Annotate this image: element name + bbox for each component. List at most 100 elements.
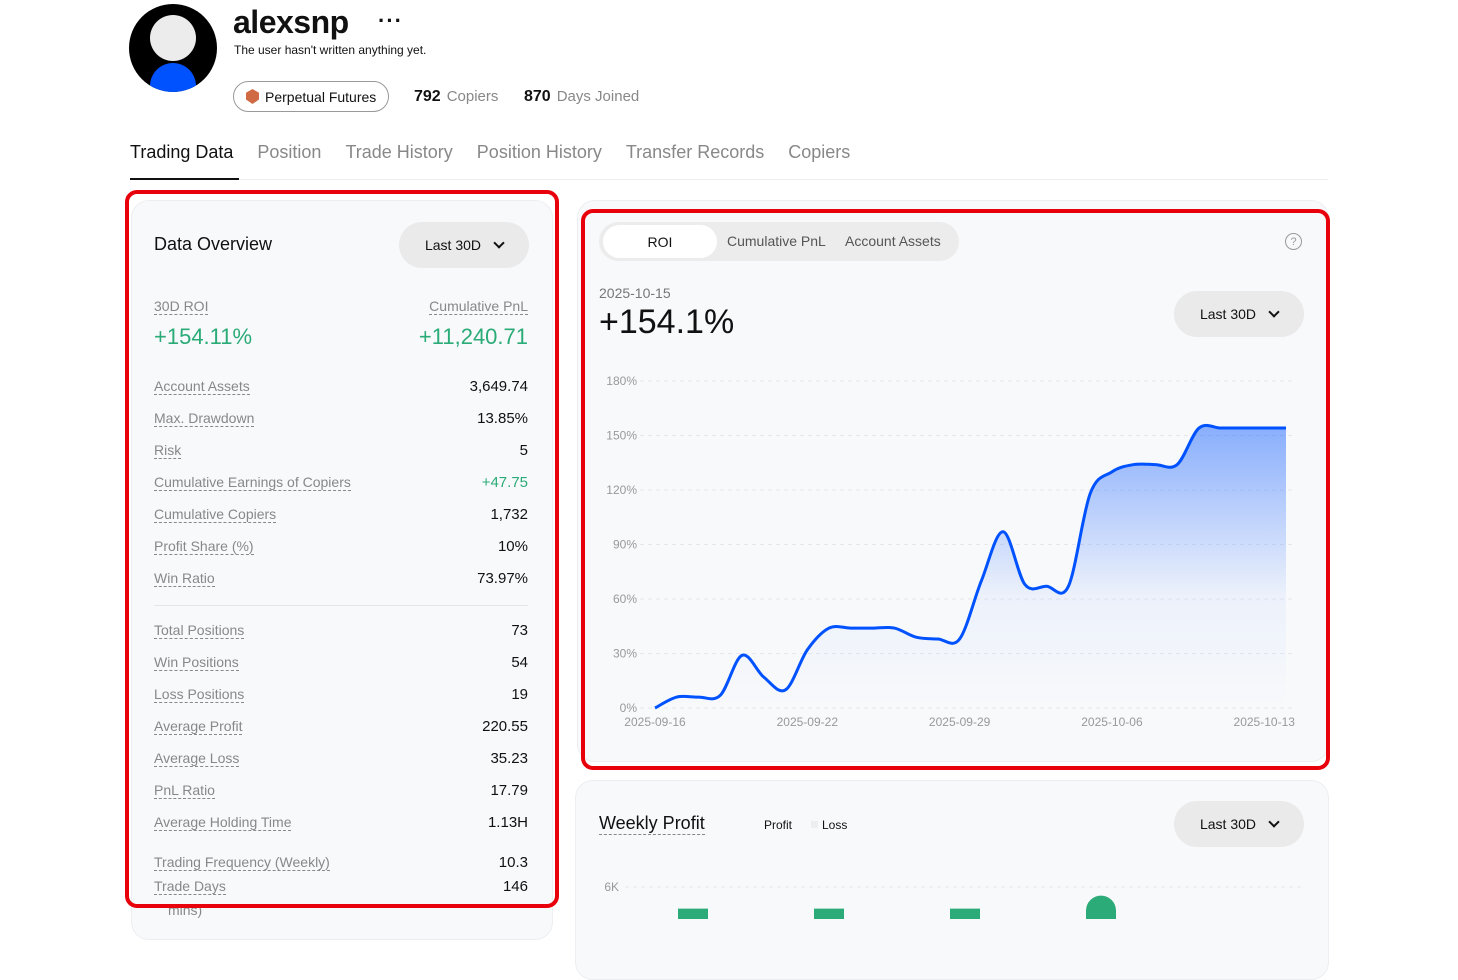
ellipsis-icon[interactable]: ··· <box>378 8 403 33</box>
stat-label: Loss Positions <box>154 686 245 703</box>
stat-label: Win Ratio <box>154 570 215 587</box>
tab-cumulative-pnl[interactable]: Cumulative PnL <box>727 233 826 249</box>
y-tick-label: 30% <box>613 647 637 661</box>
divider <box>154 605 528 606</box>
roi-area <box>655 425 1286 708</box>
tab-position[interactable]: Position <box>257 142 322 162</box>
stat-row: Trading Frequency (Weekly) 10.3 <box>154 854 528 871</box>
stat-row: Win Positions 54 <box>154 654 528 671</box>
weekly-title: Weekly Profit <box>599 813 705 835</box>
stat-row: Cumulative Copiers 1,732 <box>154 506 528 523</box>
divider <box>130 179 1328 180</box>
profit-bar <box>1086 895 1116 919</box>
x-tick-label: 2025-09-22 <box>777 715 839 729</box>
roi-chart: 0% 30% 60% 90% 120% 150% 180% 2025-09-16 2025-09… <box>606 374 1296 729</box>
weekly-period-dropdown[interactable]: Last 30D <box>1174 801 1304 847</box>
avatar <box>129 4 217 92</box>
stat-label: Profit Share (%) <box>154 538 254 555</box>
stat-label: Average Loss <box>154 750 240 767</box>
stat-value: 73 <box>511 622 528 639</box>
legend-loss: Loss <box>822 818 848 832</box>
stat-value: 19 <box>511 686 528 703</box>
active-tab-indicator <box>130 178 239 180</box>
days-joined-stat: 870 Days Joined <box>524 88 640 105</box>
stat-row: Max. Drawdown 13.85% <box>154 410 528 427</box>
stat-value: 1.13H <box>487 814 528 831</box>
overview-title: Data Overview <box>154 234 273 254</box>
data-overview-card <box>131 200 553 940</box>
stat-row: Risk 5 <box>154 442 528 459</box>
stat-label: Trade Days <box>154 878 226 895</box>
profit-bar <box>678 908 708 919</box>
roi-period-dropdown[interactable]: Last 30D <box>1174 291 1304 337</box>
stat-label: Cumulative Earnings of Copiers <box>154 474 351 491</box>
stat-value: 5 <box>519 442 528 459</box>
tab-position-history[interactable]: Position History <box>476 142 602 162</box>
legend-profit: Profit <box>764 818 793 832</box>
pnl-value: +11,240.71 <box>418 324 528 349</box>
stat-value: +47.75 <box>481 474 528 491</box>
tab-transfer-records[interactable]: Transfer Records <box>625 142 765 162</box>
stat-row: Average Loss 35.23 <box>154 750 528 767</box>
stat-row: Average Profit 220.55 <box>154 718 528 735</box>
stat-row: Average Holding Time 1.13H <box>154 814 528 831</box>
medal-icon <box>246 89 259 104</box>
stat-value: 35.23 <box>490 750 528 767</box>
pnl-label: Cumulative PnL <box>429 298 528 315</box>
question-circle-icon[interactable]: ? <box>1285 233 1302 250</box>
tab-bar: Trading Data Position Trade History Posi… <box>130 142 850 163</box>
x-tick-label: 2025-09-16 <box>624 715 686 729</box>
perpetual-futures-badge[interactable]: Perpetual Futures <box>233 81 390 112</box>
stat-row: Win Ratio 73.97% <box>154 570 528 587</box>
profit-bar <box>814 908 844 919</box>
tab-trading-data[interactable]: Trading Data <box>130 142 234 162</box>
x-tick-label: 2025-10-13 <box>1234 715 1296 729</box>
stat-value: 146 <box>502 878 528 895</box>
stat-value: 1,732 <box>490 506 528 523</box>
y-tick-label: 90% <box>613 538 637 552</box>
stat-row: PnL Ratio 17.79 <box>154 782 528 799</box>
stat-label: Total Positions <box>154 622 245 639</box>
tab-copiers[interactable]: Copiers <box>788 142 851 162</box>
x-tick-label: 2025-09-29 <box>929 715 991 729</box>
y-tick-label: 180% <box>606 374 637 388</box>
stat-label: PnL Ratio <box>154 782 215 799</box>
copiers-stat: 792 Copiers <box>414 88 499 105</box>
overview-period-dropdown[interactable]: Last 30D <box>399 222 529 268</box>
tab-account-assets[interactable]: Account Assets <box>845 233 941 249</box>
roi-label: 30D ROI <box>154 298 209 315</box>
x-tick-label: 2025-10-06 <box>1081 715 1143 729</box>
stat-value: 13.85% <box>477 410 528 427</box>
stat-value: 17.79 <box>490 782 528 799</box>
stat-label: Win Positions <box>154 654 239 671</box>
username: alexsnp <box>233 4 349 40</box>
tab-trade-history[interactable]: Trade History <box>345 142 453 162</box>
stat-label: Trading Frequency (Weekly) <box>154 854 330 871</box>
stat-value: 73.97% <box>477 570 528 587</box>
stat-label: Max. Drawdown <box>154 410 255 427</box>
stat-row: Loss Positions 19 <box>154 686 528 703</box>
stat-value: 10.3 <box>498 854 528 871</box>
chart-type-switch: ROI Cumulative PnL Account Assets <box>599 222 959 261</box>
stat-value: 54 <box>511 654 528 671</box>
stat-label: Risk <box>154 442 182 459</box>
roi-value: +154.11% <box>154 324 253 349</box>
stat-label: Cumulative Copiers <box>154 506 277 523</box>
y-tick-label: 60% <box>613 592 637 606</box>
profit-bar <box>950 908 980 919</box>
stat-row: Account Assets 3,649.74 <box>154 378 528 395</box>
stat-row: Trade Days 146 <box>154 878 528 895</box>
stat-value: 3,649.74 <box>469 378 528 395</box>
weekly-profit-chart: 6K <box>604 880 1302 919</box>
stat-value: 220.55 <box>482 718 528 735</box>
stat-label: Account Assets <box>154 378 250 395</box>
roi-line <box>654 423 1286 710</box>
badge-label: Perpetual Futures <box>265 88 377 105</box>
stat-row: Total Positions 73 <box>154 622 528 639</box>
tab-roi[interactable]: ROI <box>603 225 717 258</box>
stat-row: Profit Share (%) 10% <box>154 538 528 555</box>
chart-date: 2025-10-15 <box>599 285 671 301</box>
stat-value: 10% <box>497 538 528 555</box>
y-tick-label: 6K <box>604 880 619 894</box>
stat-label: Average Holding Time <box>154 814 292 831</box>
